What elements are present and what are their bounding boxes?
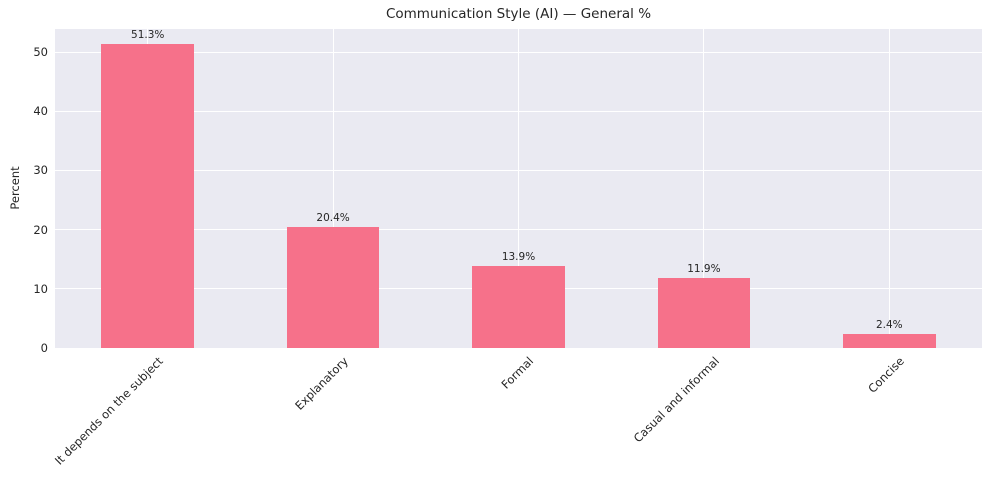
- y-tick-label-40: 40: [33, 104, 48, 119]
- bar-explanatory: [286, 227, 380, 348]
- bar-casual-and-informal: [657, 277, 751, 348]
- chart-title: Communication Style (AI) — General %: [385, 6, 652, 22]
- gridline-x-explanatory: [332, 29, 334, 348]
- plot-area: 51.3% 20.4% 13.9% 11.9% 2.4%: [55, 29, 982, 349]
- gridline-y-0: [55, 347, 982, 349]
- y-tick-label-0: 0: [40, 341, 48, 355]
- gridline-x-concise: [888, 29, 890, 348]
- x-tick-label-formal: Formal: [498, 354, 537, 392]
- bar-value-label-explanatory: 20.4%: [316, 212, 350, 225]
- bar-value-label-casual-and-informal: 11.9%: [687, 262, 721, 275]
- bar-value-label-concise: 2.4%: [875, 318, 903, 331]
- bar-value-label-formal: 13.9%: [501, 250, 536, 263]
- x-tick-label-it-depends-on-the-subject: It depends on the subject: [51, 354, 166, 468]
- gridline-x-formal: [518, 29, 519, 348]
- bar-formal: [472, 265, 565, 348]
- x-tick-label-casual-and-informal: Casual and informal: [630, 354, 722, 446]
- bar-value-label-it-depends-on-the-subject: 51.3%: [131, 29, 165, 42]
- x-tick-label-concise: Concise: [865, 354, 908, 396]
- gridline-x-casual-and-informal: [703, 29, 705, 348]
- y-tick-label-30: 30: [33, 163, 48, 178]
- x-tick-label-explanatory: Explanatory: [292, 354, 352, 413]
- y-tick-label-50: 50: [33, 45, 48, 60]
- bar-concise: [842, 333, 936, 348]
- bar-it-depends-on-the-subject: [101, 44, 195, 348]
- y-tick-label-10: 10: [33, 281, 48, 296]
- y-tick-label-20: 20: [33, 222, 48, 237]
